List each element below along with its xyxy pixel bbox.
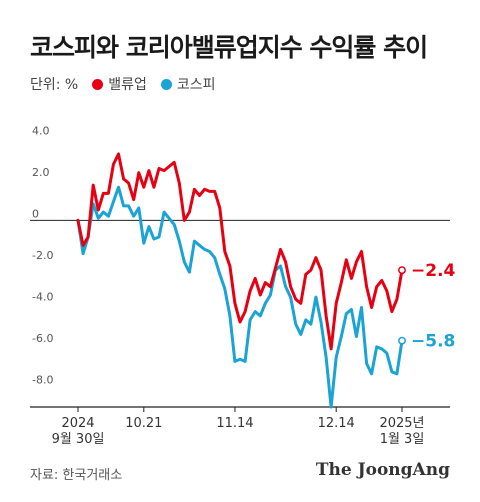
x-tick-label: 2025년: [379, 416, 424, 431]
x-tick-label: 2024: [61, 416, 94, 431]
x-tick-label: 11.14: [216, 416, 253, 431]
end-label-valueup: −2.4: [411, 261, 456, 281]
legend-label-kospi: 코스피: [176, 77, 216, 93]
end-label-kospi: −5.8: [411, 332, 455, 352]
y-tick-label: -8.0: [32, 373, 53, 386]
y-tick-label: -4.0: [32, 290, 53, 303]
x-tick-label: 9월 30일: [52, 432, 105, 447]
legend-dot-valueup: [92, 78, 104, 90]
y-tick-label: -6.0: [32, 332, 53, 345]
y-tick-label: 4.0: [32, 124, 50, 137]
legend-dot-kospi: [160, 78, 172, 90]
y-tick-label: 2.0: [32, 166, 50, 179]
series-line-valueup: [76, 152, 404, 351]
x-tick-label: 1월 3일: [380, 432, 425, 447]
brand-logo: The JoongAng: [315, 460, 450, 480]
legend: 단위: % 밸류업 코스피: [30, 74, 230, 94]
y-tick-label: 0: [32, 207, 39, 220]
end-point-kospi: [398, 336, 406, 345]
x-tick-label: 10.21: [125, 416, 162, 431]
source-note: 자료: 한국거래소: [30, 468, 123, 483]
chart-title: 코스피와 코리아밸류업지수 수익률 추이: [30, 33, 428, 62]
y-tick-label: -2.0: [32, 249, 53, 262]
unit-label: 단위: %: [30, 77, 79, 93]
legend-item-kospi: 코스피: [160, 74, 216, 94]
legend-item-valueup: 밸류업: [92, 74, 147, 94]
legend-label-valueup: 밸류업: [108, 77, 147, 93]
end-point-valueup: [398, 266, 406, 275]
x-tick-label: 12.14: [318, 416, 355, 431]
series-line-kospi: [76, 185, 404, 409]
